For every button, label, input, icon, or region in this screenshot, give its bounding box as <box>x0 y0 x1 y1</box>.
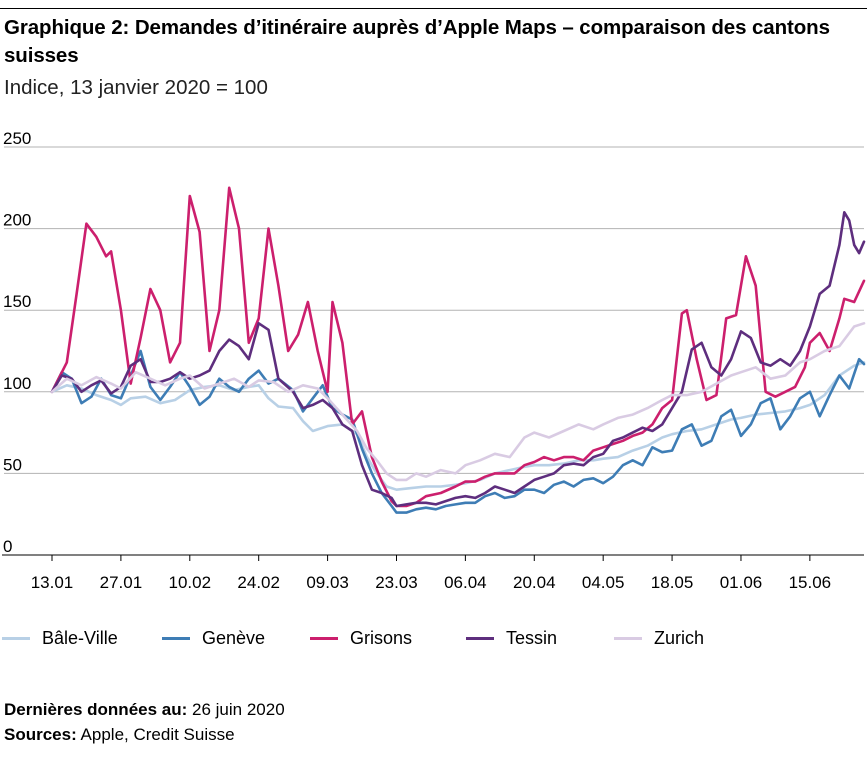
legend-swatch <box>2 636 30 640</box>
x-tick-label: 27.01 <box>100 573 143 592</box>
x-tick-label: 06.04 <box>444 573 487 592</box>
series-line-zurich <box>50 322 866 482</box>
legend-item: Genève <box>162 624 265 652</box>
x-tick-label: 09.03 <box>306 573 349 592</box>
legend-label: Genève <box>202 627 266 648</box>
legend-swatch <box>466 636 494 640</box>
y-tick-label: 150 <box>3 292 31 311</box>
x-tick-label: 04.05 <box>582 573 625 592</box>
footer-sources-label: Sources: <box>4 725 77 744</box>
x-tick-label: 13.01 <box>31 573 74 592</box>
y-tick-label: 50 <box>3 455 22 474</box>
x-tick-label: 18.05 <box>651 573 694 592</box>
chart-title: Graphique 2: Demandes d’itinéraire auprè… <box>4 16 830 67</box>
legend-item: Grisons <box>310 624 412 652</box>
footer-last-data-label: Dernières données au: <box>4 700 188 719</box>
series-line-grisons <box>50 186 866 508</box>
legend-label: Bâle-Ville <box>42 627 118 648</box>
chart-subtitle: Indice, 13 janvier 2020 = 100 <box>4 76 268 99</box>
line-chart: 0 50 100 150 200 250 13.01 27.01 10.02 24.02 09.03… <box>2 129 866 592</box>
x-tick-label: 10.02 <box>169 573 212 592</box>
legend-swatch <box>310 636 338 640</box>
legend-item: Bâle-Ville <box>2 624 118 652</box>
legend: Bâle-Ville Genève Grisons Tessin Zurich <box>0 624 867 652</box>
legend-item: Tessin <box>466 624 557 652</box>
x-tick-label: 01.06 <box>720 573 763 592</box>
footer-last-data: Dernières données au: 26 juin 2020 <box>4 699 285 721</box>
y-tick-label: 0 <box>3 537 12 556</box>
x-tick-label: 20.04 <box>513 573 556 592</box>
footer-last-data-value: 26 juin 2020 <box>192 700 285 719</box>
footer-sources-value: Apple, Credit Suisse <box>80 725 235 744</box>
legend-swatch <box>614 636 642 640</box>
y-tick-label: 200 <box>3 211 31 230</box>
x-tick-label: 24.02 <box>237 573 280 592</box>
legend-label: Tessin <box>506 627 558 648</box>
top-rule <box>0 8 867 9</box>
series-line-genve <box>50 349 866 514</box>
legend-item: Zurich <box>614 624 704 652</box>
x-tick-label: 15.06 <box>789 573 832 592</box>
x-tick-label: 23.03 <box>375 573 418 592</box>
footer-sources: Sources: Apple, Credit Suisse <box>4 724 235 746</box>
legend-swatch <box>162 636 190 640</box>
series-line-tessin <box>50 211 866 508</box>
y-tick-label: 100 <box>3 374 31 393</box>
legend-label: Grisons <box>350 627 413 648</box>
y-tick-label: 250 <box>3 129 31 148</box>
legend-label: Zurich <box>654 627 705 648</box>
